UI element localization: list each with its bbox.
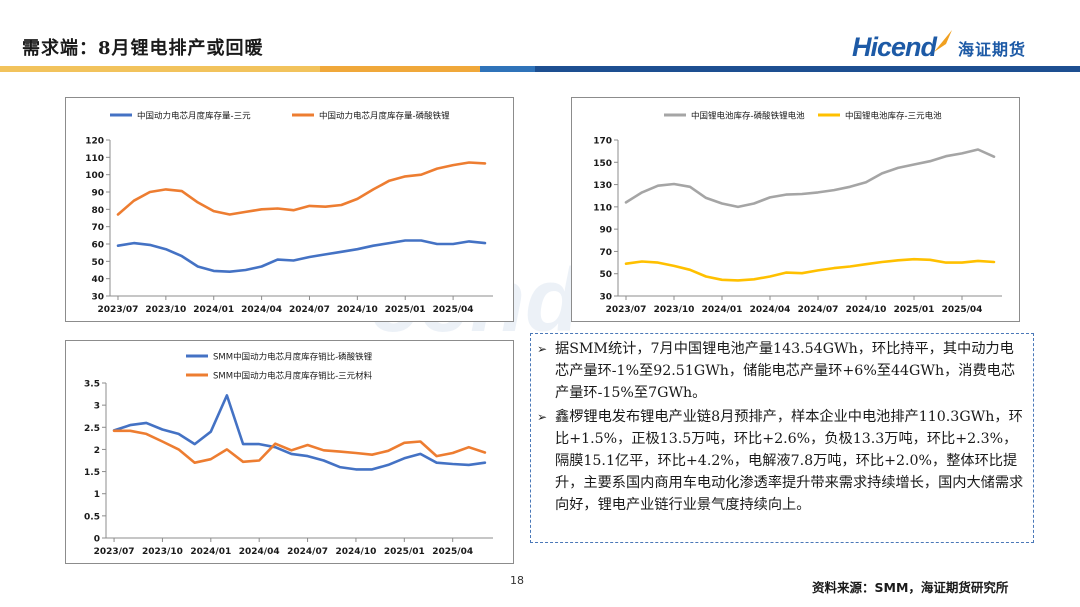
y-tick-label: 3 [94,402,100,412]
y-tick-label: 30 [91,293,104,303]
y-tick-label: 50 [599,270,612,280]
x-tick-label: 2024/07 [798,305,839,315]
x-tick-label: 2024/07 [287,547,328,557]
x-tick-label: 2024/01 [702,305,743,315]
x-tick-label: 2023/10 [145,305,186,315]
x-tick-label: 2025/04 [432,547,473,557]
y-tick-label: 30 [599,293,612,303]
chart-battery-inventory: 30 50 70 90 110 130 150 170 2023/07 2023/10 2024/0… [571,97,1020,322]
bullet-item: ➢ 鑫椤锂电发布锂电产业链8月预排产，样本企业中电池排产110.3GWh，环比+… [537,406,1025,516]
header-bar-orange [320,66,480,72]
y-tick-label: 60 [91,241,104,251]
x-tick-label: 2024/04 [241,305,282,315]
x-tick-label: 2023/07 [98,305,139,315]
x-tick-label: 2024/07 [289,305,330,315]
series-line [624,257,996,282]
x-tick-label: 2023/07 [606,305,647,315]
arrow-bullet-icon: ➢ [537,342,548,356]
x-tick-label: 2025/01 [385,305,426,315]
bullet-item: ➢ 据SMM统计，7月中国锂电池产量143.54GWh，环比持平，其中动力电芯产… [537,338,1025,404]
header-bar-darkblue [535,66,1080,72]
y-tick-label: 2.5 [84,424,100,434]
y-tick-label: 110 [85,154,104,164]
legend-label: 中国锂电池库存-三元电池 [845,111,942,122]
bullet-text-2: 鑫椤锂电发布锂电产业链8月预排产，样本企业中电池排产110.3GWh，环比+1.… [555,409,1024,513]
y-tick-label: 70 [599,248,612,258]
page-title: 需求端：8月锂电排产或回暖 [22,38,264,59]
chart-power-cell-inventory: 30 40 50 60 70 80 90 100 110 120 2023/07 2023/10 202… [65,97,514,322]
y-tick-label: 80 [91,206,104,216]
y-tick-label: 90 [599,226,612,236]
bullet-text-1: 据SMM统计，7月中国锂电池产量143.54GWh，环比持平，其中动力电芯产量环… [555,341,1016,401]
logo-text-cend: cend [877,32,937,62]
y-tick-label: 3.5 [84,380,100,390]
y-tick-label: 1 [94,490,100,500]
logo-chinese-name: 海证期货 [958,39,1027,59]
series-line [116,161,487,216]
y-tick-label: 170 [593,137,612,147]
x-tick-label: 2024/04 [750,305,791,315]
x-tick-label: 2023/10 [654,305,695,315]
chart3-svg: 0 0.5 1 1.5 2 2.5 3 3.5 2023/07 2023/10 2024/01 202… [84,352,493,557]
y-tick-label: 150 [593,159,612,169]
y-tick-label: 40 [91,275,104,285]
page-number: 18 [510,574,524,587]
y-tick-label: 1.5 [84,468,100,478]
legend-label: 中国动力电芯月度库存量-磷酸铁锂 [319,111,450,122]
commentary-box: ➢ 据SMM统计，7月中国锂电池产量143.54GWh，环比持平，其中动力电芯产… [530,333,1034,543]
x-tick-label: 2024/01 [190,547,231,557]
x-tick-label: 2023/07 [94,547,135,557]
y-tick-label: 90 [91,189,104,199]
x-tick-label: 2025/04 [433,305,474,315]
y-tick-label: 50 [91,258,104,268]
series-line [624,148,996,209]
y-tick-label: 110 [593,203,612,213]
legend-label: SMM中国动力电芯月度库存销比-三元材料 [213,371,373,382]
y-tick-label: 2 [94,446,100,456]
y-tick-label: 100 [85,171,104,181]
x-tick-label: 2025/01 [894,305,935,315]
y-tick-label: 120 [85,137,104,147]
series-line [112,429,487,464]
y-tick-label: 130 [593,181,612,191]
series-line [116,239,487,273]
chart-inventory-sales-ratio: 0 0.5 1 1.5 2 2.5 3 3.5 2023/07 2023/10 2024/01 202… [65,340,514,564]
x-tick-label: 2025/01 [384,547,425,557]
x-tick-label: 2023/10 [142,547,183,557]
chart1-svg: 30 40 50 60 70 80 90 100 110 120 2023/07 2023/10 202… [85,111,493,315]
x-tick-label: 2024/10 [336,547,377,557]
arrow-bullet-icon: ➢ [537,410,548,424]
source-note: 资料来源：SMM，海证期货研究所 [812,580,1009,595]
legend-label: 中国锂电池库存-磷酸铁锂电池 [691,111,805,122]
chart2-svg: 30 50 70 90 110 130 150 170 2023/07 2023/10 2024/0… [593,111,1002,315]
x-tick-label: 2024/10 [846,305,887,315]
x-tick-label: 2024/10 [337,305,378,315]
x-tick-label: 2024/04 [239,547,280,557]
company-logo: Hi cend 海证期货 [852,29,1027,63]
y-tick-label: 70 [91,223,104,233]
header-bar-yellow [0,66,320,72]
logo-arrow-icon [934,29,953,52]
series-line [112,394,487,471]
logo-text-hi: Hi [852,32,878,62]
y-tick-label: 0.5 [84,512,100,522]
y-tick-label: 0 [94,535,100,545]
x-tick-label: 2024/01 [193,305,234,315]
x-tick-label: 2025/04 [942,305,983,315]
header-bar-blue [480,66,535,72]
legend-label: SMM中国动力电芯月度库存销比-磷酸铁锂 [213,352,373,363]
legend-label: 中国动力电芯月度库存量-三元 [137,111,251,122]
